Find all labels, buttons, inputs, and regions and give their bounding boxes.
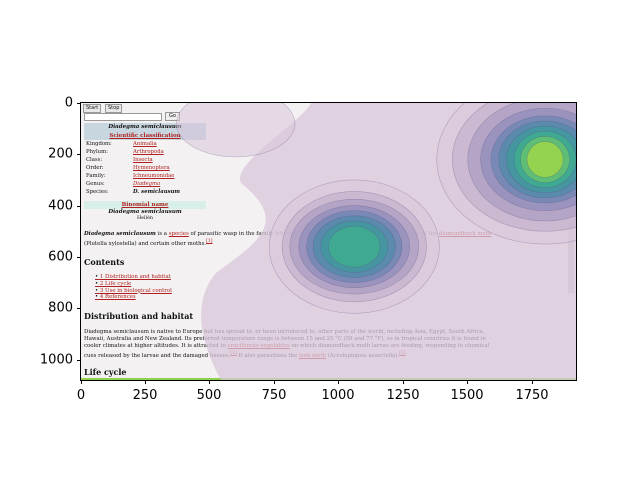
y-tick-label: 400 xyxy=(48,198,73,214)
x-tick-mark xyxy=(403,380,404,384)
x-tick-mark xyxy=(338,380,339,384)
infobox-row-species: Species: D. semiclausum xyxy=(86,189,180,196)
row-value-link[interactable]: Arthropoda xyxy=(133,149,164,155)
row-value-link[interactable]: Animalia xyxy=(133,141,157,147)
y-tick-mark xyxy=(77,154,81,155)
page-bottom-bar xyxy=(81,378,576,380)
contents-heading: Contents xyxy=(84,257,125,267)
infobox-row-class: Class: Insecta xyxy=(86,157,153,164)
binomial-authority: Hellén xyxy=(136,216,154,221)
x-tick-mark xyxy=(467,380,468,384)
intro-paragraph: Diadegma semiclausum is a species of par… xyxy=(84,231,564,238)
y-tick-label: 800 xyxy=(48,300,73,316)
infobox-row-phylum: Phylum: Arthropoda xyxy=(86,149,164,156)
intro-bold-name: Diadegma semiclausum xyxy=(84,231,156,237)
x-tick-mark xyxy=(532,380,533,384)
intro-text: is a xyxy=(155,231,169,237)
distribution-line: Diadegma semiclausum is native to Europe… xyxy=(84,329,485,335)
row-key: Family: xyxy=(86,173,106,179)
screenshot-page: Start Stop Go Diadegma semiclausum Scien… xyxy=(81,103,576,380)
row-key: Order: xyxy=(86,165,104,171)
species-link[interactable]: species xyxy=(168,231,189,237)
dist-text: It also parasitises the xyxy=(236,352,299,359)
row-key: Species: xyxy=(86,189,109,195)
leek-moth-link[interactable]: leek moth xyxy=(298,352,327,359)
x-tick-mark xyxy=(81,380,82,384)
binomial-name-link[interactable]: Binomial name xyxy=(84,201,206,209)
row-key: Class: xyxy=(86,157,103,163)
x-tick-mark xyxy=(274,380,275,384)
dist-text: (Acrolepiopsis assectella). xyxy=(326,352,400,359)
url-input[interactable] xyxy=(84,113,162,121)
y-tick-mark xyxy=(77,206,81,207)
table-of-contents: 1 Distribution and habitat 2 Life cycle … xyxy=(95,274,172,301)
infobox-row-family: Family: Ichneumonidae xyxy=(86,173,174,180)
x-tick-label: 1500 xyxy=(450,388,484,403)
infobox-row-order: Order: Hymenoptera xyxy=(86,165,170,172)
y-tick-label: 600 xyxy=(48,249,73,265)
toc-item[interactable]: 3 Use in biological control xyxy=(95,288,172,295)
row-key: Phylum: xyxy=(86,149,108,155)
plot-area: Start Stop Go Diadegma semiclausum Scien… xyxy=(81,103,576,380)
y-tick-mark xyxy=(77,257,81,258)
binomial-name: Diadegma semiclausum xyxy=(108,209,182,215)
intro-paragraph-line2: (Plutella xylostella) and certain other … xyxy=(84,238,564,248)
y-tick-mark xyxy=(77,308,81,309)
distribution-line: cooler climates at higher altitudes. It … xyxy=(84,343,564,350)
toc-item[interactable]: 1 Distribution and habitat xyxy=(95,274,172,281)
row-value-link[interactable]: Hymenoptera xyxy=(133,165,170,171)
intro-text: of parasitic wasp in the family Ichneumo… xyxy=(188,231,440,237)
y-tick-mark xyxy=(77,103,81,104)
distribution-line: Hawaii, Australia and New Zealand. Its p… xyxy=(84,336,486,342)
y-tick-label: 1000 xyxy=(39,352,73,368)
x-tick-mark xyxy=(145,380,146,384)
row-value-link[interactable]: Ichneumonidae xyxy=(133,173,175,179)
y-tick-label: 0 xyxy=(64,95,73,111)
x-tick-mark xyxy=(209,380,210,384)
reference-link[interactable]: [2] xyxy=(399,351,406,356)
x-tick-label: 0 xyxy=(76,388,86,403)
row-key: Kingdom: xyxy=(86,141,112,147)
toc-item[interactable]: 2 Life cycle xyxy=(95,281,172,288)
dist-text: on which diamondback moth larvae are fee… xyxy=(289,343,490,349)
row-key: Genus: xyxy=(86,181,105,187)
dist-text: cues released by the larvae and the dama… xyxy=(84,352,231,359)
life-cycle-heading: Life cycle xyxy=(84,367,127,377)
x-tick-label: 250 xyxy=(132,388,158,403)
infobox-row-kingdom: Kingdom: Animalia xyxy=(86,141,157,148)
y-tick-mark xyxy=(77,360,81,361)
y-tick-label: 200 xyxy=(48,146,73,162)
row-value-link[interactable]: Insecta xyxy=(133,157,153,163)
distribution-heading: Distribution and habitat xyxy=(84,311,194,321)
go-button[interactable]: Go xyxy=(165,112,180,121)
reference-link[interactable]: [1] xyxy=(206,239,213,244)
start-button[interactable]: Start xyxy=(83,104,102,113)
intro-text: (Plutella xylostella) and certain other … xyxy=(84,240,207,247)
stop-button[interactable]: Stop xyxy=(105,104,123,113)
toc-item[interactable]: 4 References xyxy=(95,294,172,301)
scrollbar[interactable] xyxy=(568,223,574,293)
scientific-classification-link[interactable]: Scientific classification xyxy=(84,132,206,140)
x-tick-label: 750 xyxy=(261,388,287,403)
x-tick-label: 1750 xyxy=(515,388,549,403)
infobox-title: Diadegma semiclausum xyxy=(84,123,206,132)
row-value: D. semiclausum xyxy=(133,189,181,195)
row-value-link[interactable]: Diadegma xyxy=(133,181,161,187)
cruciferous-vegetables-link[interactable]: cruciferous vegetables xyxy=(227,343,290,349)
distribution-line: cues released by the larvae and the dama… xyxy=(84,350,564,360)
dist-text: cooler climates at higher altitudes. It … xyxy=(84,343,228,349)
x-tick-label: 1250 xyxy=(386,388,420,403)
diamondback-moth-link[interactable]: diamondback moth xyxy=(439,231,492,237)
x-tick-label: 500 xyxy=(196,388,222,403)
infobox-row-genus: Genus: Diadegma xyxy=(86,181,160,188)
x-tick-label: 1000 xyxy=(321,388,355,403)
